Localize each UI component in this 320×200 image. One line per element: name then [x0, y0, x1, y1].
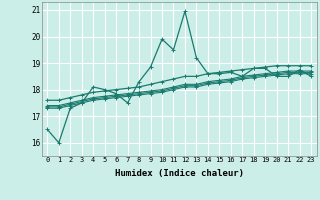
X-axis label: Humidex (Indice chaleur): Humidex (Indice chaleur): [115, 169, 244, 178]
